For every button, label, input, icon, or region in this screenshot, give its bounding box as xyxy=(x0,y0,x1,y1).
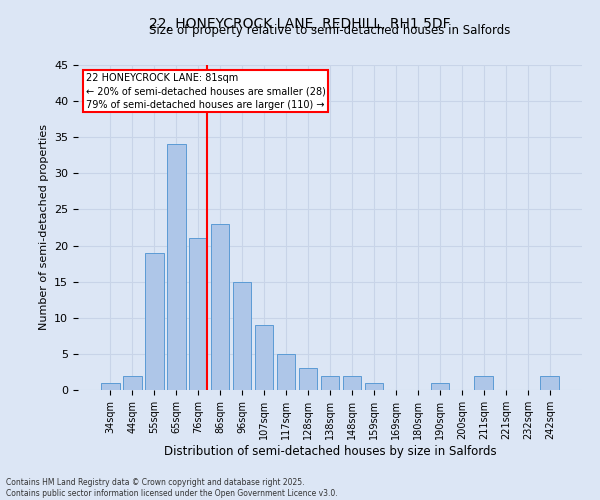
Y-axis label: Number of semi-detached properties: Number of semi-detached properties xyxy=(38,124,49,330)
Title: Size of property relative to semi-detached houses in Salfords: Size of property relative to semi-detach… xyxy=(149,24,511,38)
Bar xyxy=(299,368,317,390)
Bar xyxy=(167,144,185,390)
Bar xyxy=(101,383,119,390)
Bar xyxy=(541,376,559,390)
Bar xyxy=(475,376,493,390)
Bar xyxy=(211,224,229,390)
Bar xyxy=(365,383,383,390)
Bar xyxy=(277,354,295,390)
Bar xyxy=(233,282,251,390)
Bar xyxy=(320,376,340,390)
Bar xyxy=(343,376,361,390)
Bar xyxy=(255,325,274,390)
Bar xyxy=(145,253,164,390)
Text: 22 HONEYCROCK LANE: 81sqm
← 20% of semi-detached houses are smaller (28)
79% of : 22 HONEYCROCK LANE: 81sqm ← 20% of semi-… xyxy=(86,73,325,110)
Text: Contains HM Land Registry data © Crown copyright and database right 2025.
Contai: Contains HM Land Registry data © Crown c… xyxy=(6,478,338,498)
Bar xyxy=(431,383,449,390)
Text: 22, HONEYCROCK LANE, REDHILL, RH1 5DF: 22, HONEYCROCK LANE, REDHILL, RH1 5DF xyxy=(149,18,451,32)
X-axis label: Distribution of semi-detached houses by size in Salfords: Distribution of semi-detached houses by … xyxy=(164,444,496,458)
Bar xyxy=(123,376,142,390)
Bar xyxy=(189,238,208,390)
